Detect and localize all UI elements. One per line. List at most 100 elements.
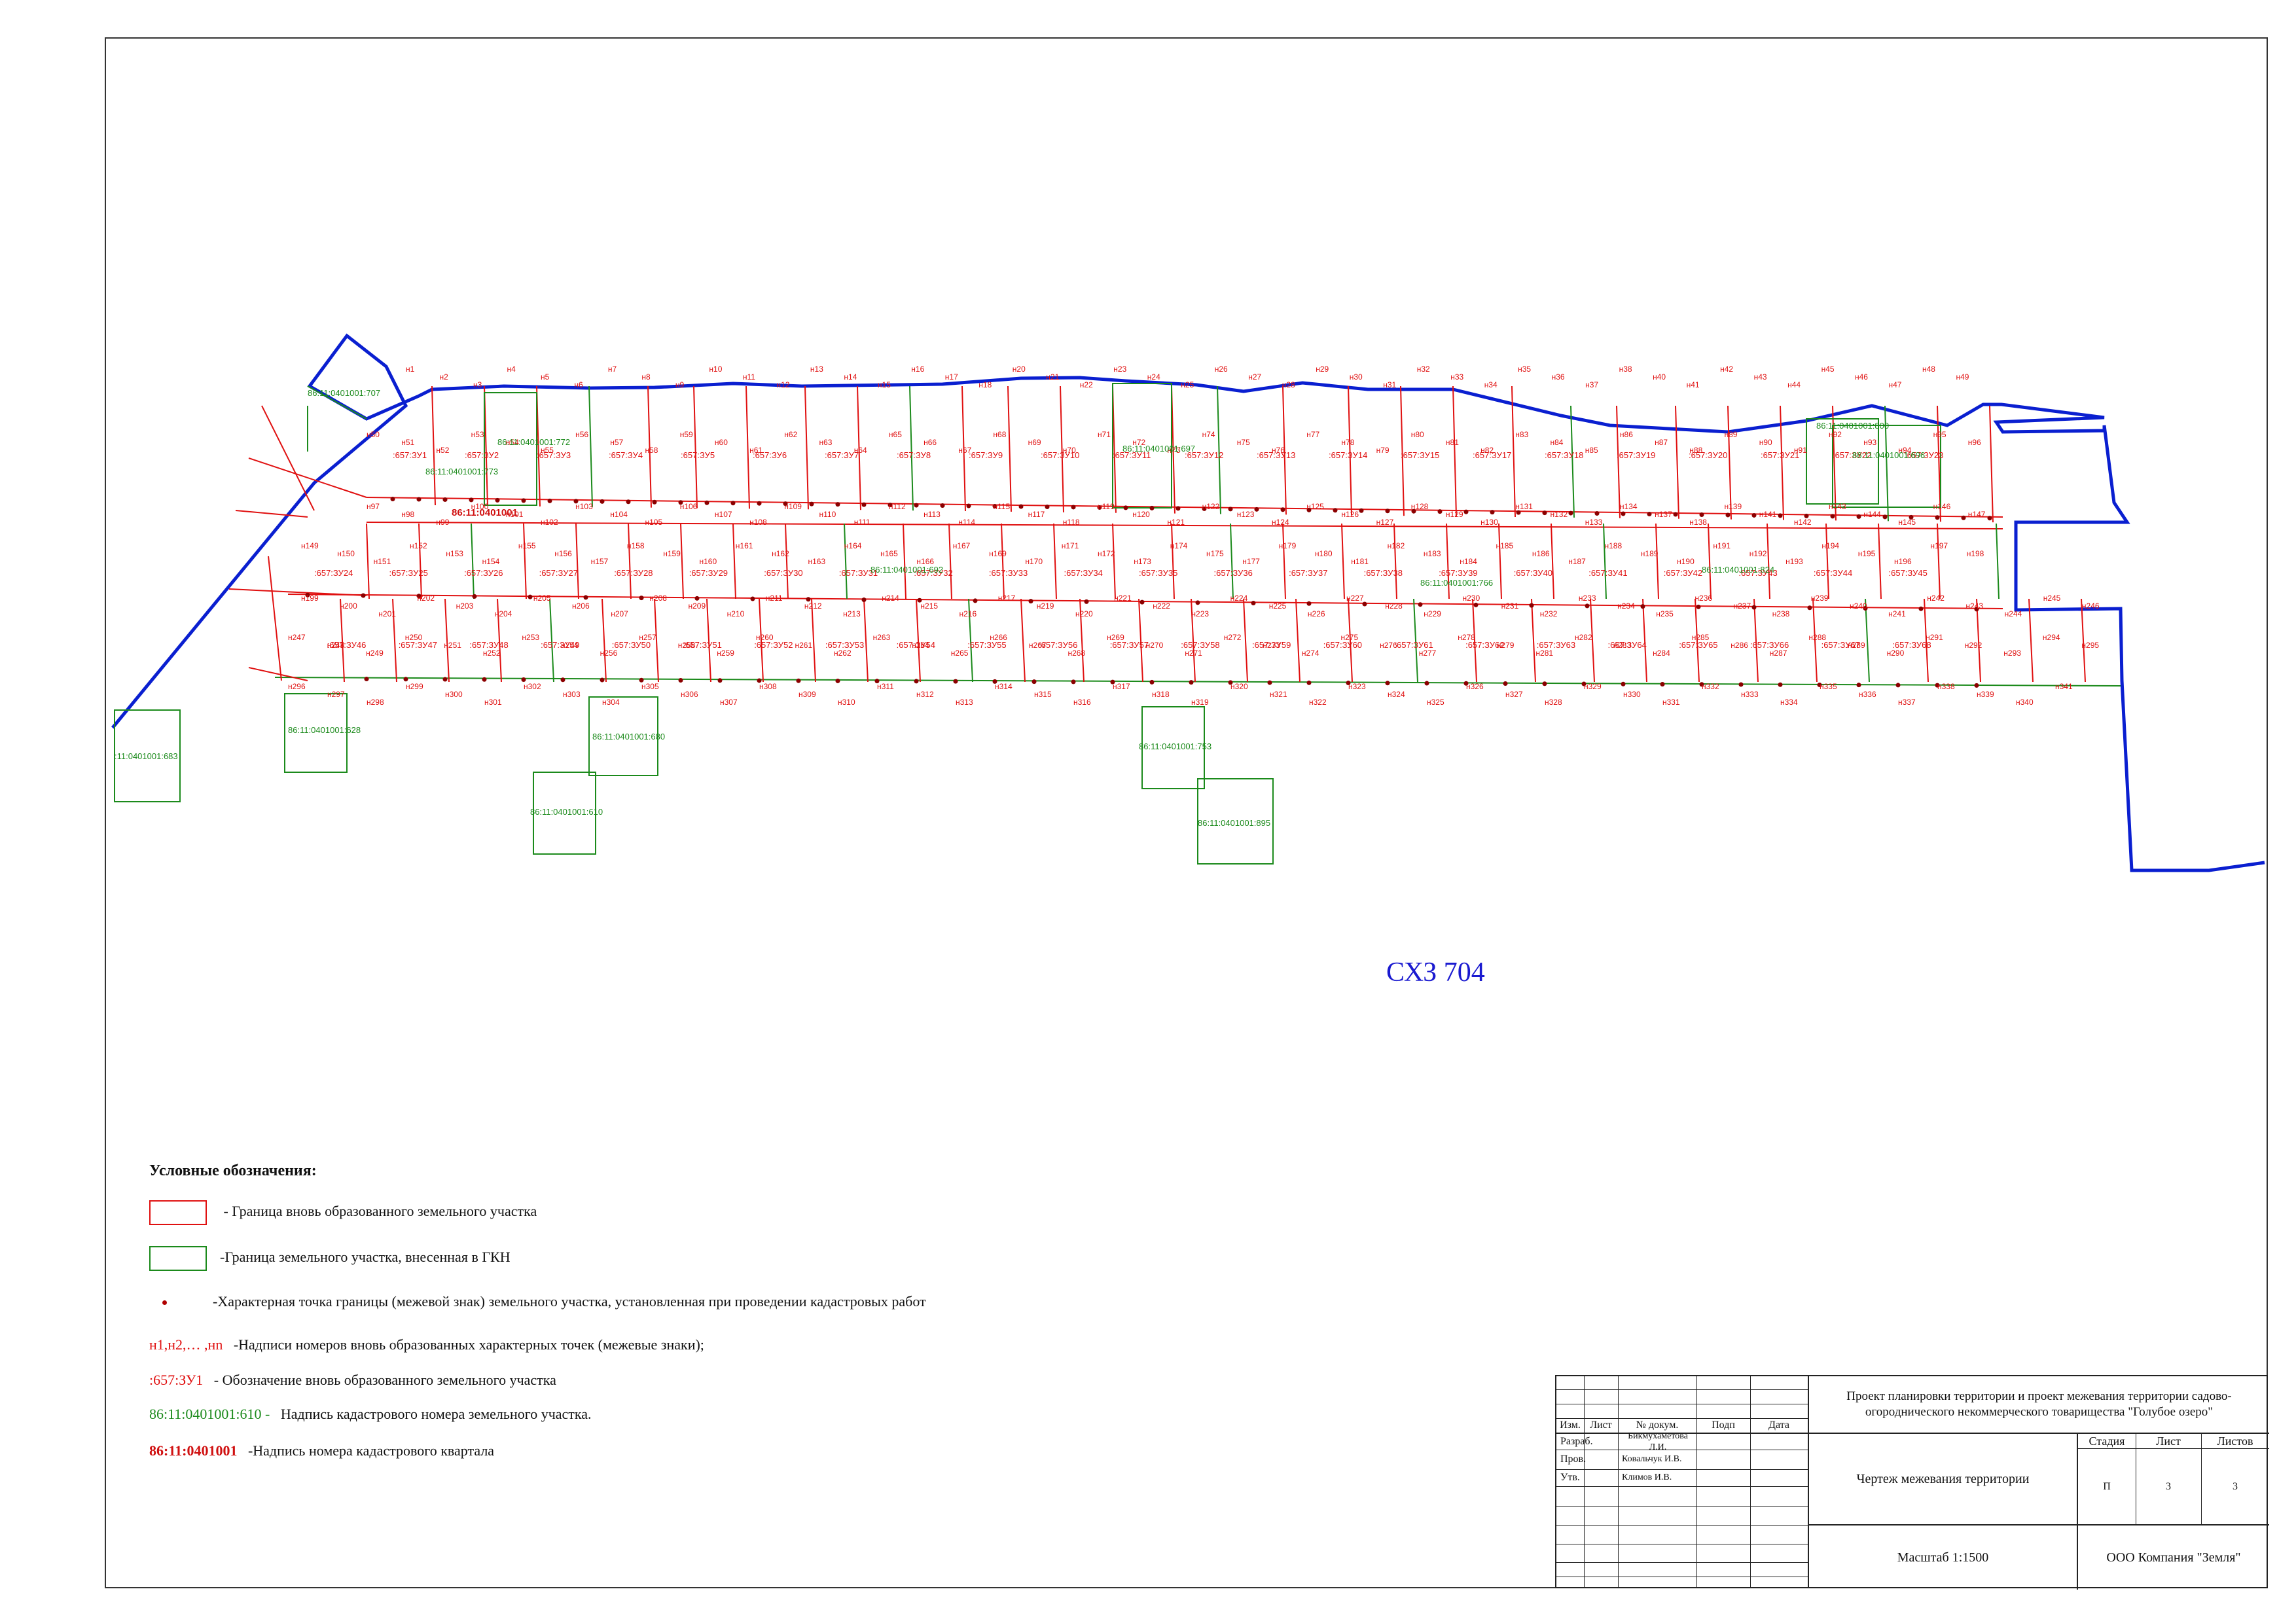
- point-label: н237: [1734, 601, 1751, 611]
- quarter-label: 86:11:0401001: [452, 507, 518, 518]
- point-label: н272: [1224, 633, 1242, 642]
- point-label: н167: [953, 541, 971, 550]
- parcel-label: :657:ЗУ49: [541, 640, 579, 650]
- point-label: н332: [1702, 682, 1719, 691]
- point-label: н266: [990, 633, 1007, 642]
- point-label: н84: [1551, 438, 1564, 447]
- point-label: н108: [749, 518, 767, 527]
- point-label: н112: [889, 502, 906, 511]
- point-label: н189: [1641, 549, 1659, 558]
- point-label: н47: [1889, 380, 1902, 389]
- point-label: н309: [798, 690, 816, 699]
- legend-gkn-boundary: -Граница земельного участка, внесенная в…: [149, 1246, 511, 1271]
- point-label: н181: [1351, 557, 1369, 566]
- point-label: н146: [1933, 502, 1951, 511]
- parcel-label: :657:ЗУ56: [1039, 640, 1077, 650]
- point-label: н129: [1446, 510, 1463, 519]
- col-doc: № докум.: [1636, 1419, 1679, 1431]
- point-label: н317: [1113, 682, 1130, 691]
- col-list: Лист: [1590, 1419, 1612, 1431]
- point-label: н267: [1029, 641, 1047, 650]
- point-label: н329: [1584, 682, 1602, 691]
- point-label: н270: [1146, 641, 1164, 650]
- point-label: н316: [1073, 698, 1091, 707]
- point-label: н86: [1620, 430, 1633, 439]
- point-label: н57: [610, 438, 623, 447]
- point-label: н98: [401, 510, 414, 519]
- cad-text: Надпись кадастрового номера земельного у…: [280, 1406, 592, 1422]
- point-label: н9: [675, 380, 685, 389]
- parcel-label: :657:ЗУ29: [689, 568, 728, 578]
- point-label: н115: [993, 502, 1010, 511]
- point-label: н287: [1770, 649, 1787, 658]
- point-label: н182: [1388, 541, 1405, 550]
- point-label: н75: [1237, 438, 1250, 447]
- point-label: н76: [1272, 446, 1285, 455]
- parcel-label: :657:ЗУ18: [1545, 450, 1583, 460]
- parcel-label: :657:ЗУ23: [1905, 450, 1943, 460]
- point-label: н143: [1829, 502, 1846, 511]
- point-label: н314: [995, 682, 1013, 691]
- quarter-text: -Надпись номера кадастрового квартала: [247, 1442, 495, 1459]
- point-label: н154: [482, 557, 500, 566]
- point-label: н160: [700, 557, 717, 566]
- point-label: н137: [1655, 510, 1672, 519]
- point-label: н62: [784, 430, 797, 439]
- point-label: н120: [1132, 510, 1150, 519]
- point-label: н36: [1552, 372, 1565, 382]
- sheets-value: 3: [2233, 1480, 2238, 1492]
- point-label: н313: [956, 698, 973, 707]
- point-label: н250: [405, 633, 423, 642]
- point-label: н227: [1346, 594, 1364, 603]
- parcel-label: :657:ЗУ19: [1617, 450, 1655, 460]
- col-stage: Стадия: [2089, 1434, 2125, 1448]
- point-label: н276: [1380, 641, 1397, 650]
- parcel-label: :657:ЗУ3: [537, 450, 571, 460]
- point-label: н6: [574, 380, 583, 389]
- point-label: н159: [663, 549, 681, 558]
- point-label: н45: [1821, 365, 1835, 374]
- point-label: н133: [1585, 518, 1603, 527]
- point-label: н279: [1497, 641, 1515, 650]
- point-label: н257: [639, 633, 656, 642]
- legend-cadastral: 86:11:0401001:610 - Надпись кадастрового…: [149, 1406, 592, 1423]
- point-label: н243: [1965, 601, 1983, 611]
- point-label: н103: [575, 502, 593, 511]
- legend-parcel: :657:ЗУ1 - Обозначение вновь образованно…: [149, 1372, 556, 1389]
- point-label: н254: [561, 641, 579, 650]
- point-label: н127: [1376, 518, 1394, 527]
- point-label: н331: [1662, 698, 1680, 707]
- point-label: н13: [810, 365, 823, 374]
- point-label: н59: [680, 430, 693, 439]
- point-label: н152: [410, 541, 427, 550]
- point-label: н61: [749, 446, 762, 455]
- point-label: н211: [766, 594, 783, 603]
- parcel-label: :657:ЗУ61: [1394, 640, 1433, 650]
- point-label: н78: [1341, 438, 1354, 447]
- point-label: н196: [1894, 557, 1912, 566]
- parcel-label: :657:ЗУ64: [1608, 640, 1647, 650]
- point-label: н94: [1898, 446, 1911, 455]
- point-label: н109: [784, 502, 802, 511]
- point-label: н29: [1316, 365, 1329, 374]
- point-label: н114: [958, 518, 975, 527]
- point-label: н67: [958, 446, 971, 455]
- point-label: н318: [1152, 690, 1170, 699]
- point-label: н21: [1046, 372, 1059, 382]
- parcel-label: :657:ЗУ35: [1139, 568, 1177, 578]
- point-label: н119: [1098, 502, 1115, 511]
- point-label: н216: [960, 609, 977, 618]
- point-label: н26: [1215, 365, 1228, 374]
- parcel-label: :657:ЗУ31: [839, 568, 878, 578]
- point-label: н315: [1034, 690, 1052, 699]
- parcel-label: :657:ЗУ22: [1833, 450, 1871, 460]
- point-label: н238: [1772, 609, 1790, 618]
- cadastral-number-label: 86:11:0401001:697: [1122, 444, 1195, 454]
- point-label: н74: [1202, 430, 1215, 439]
- point-label: н106: [680, 502, 698, 511]
- point-label: н199: [301, 594, 319, 603]
- point-label: н172: [1098, 549, 1115, 558]
- point-label: н230: [1463, 594, 1480, 603]
- point-label: н5: [541, 372, 550, 382]
- parcel-label: :657:ЗУ25: [389, 568, 428, 578]
